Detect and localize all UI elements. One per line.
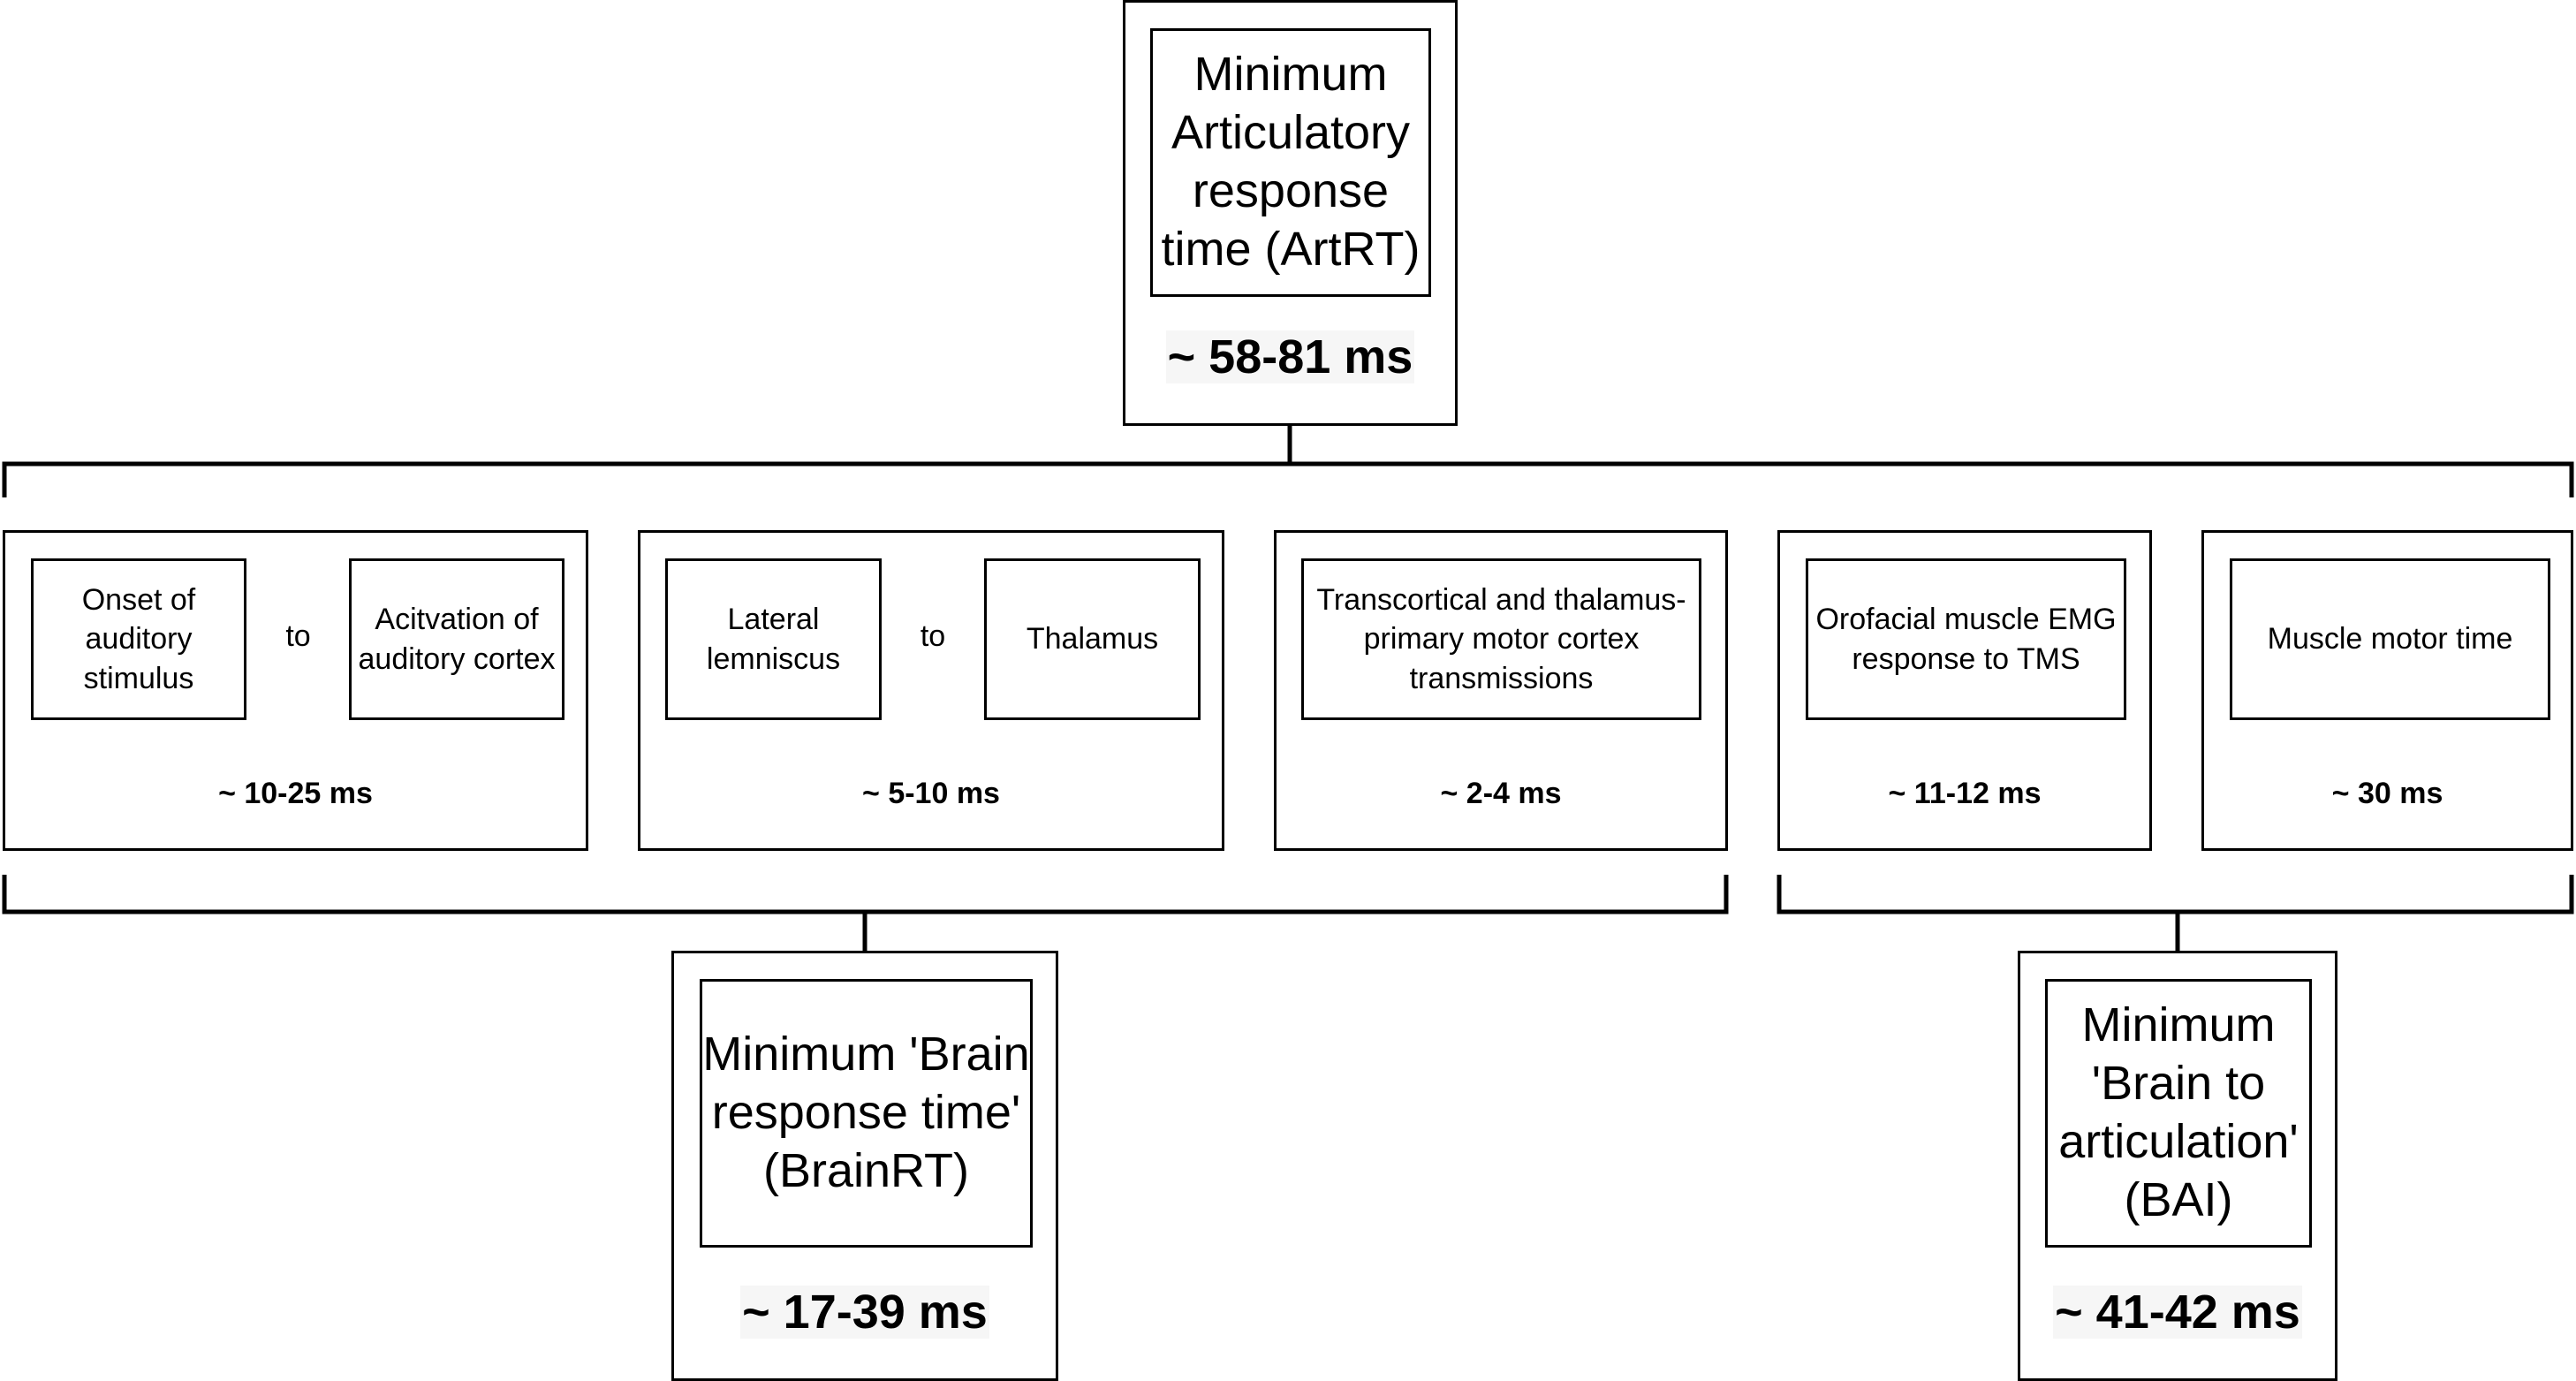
artrt-title: Minimum Articulatory response time (ArtR… bbox=[1150, 28, 1431, 297]
stage-1-time: ~ 10-25 ms bbox=[218, 777, 373, 810]
stage-5-label: Muscle motor time bbox=[2230, 558, 2550, 720]
stage-1-to: Acitvation of auditory cortex bbox=[349, 558, 564, 720]
bai-box: Minimum 'Brain to articulation' (BAI) ~ … bbox=[2018, 951, 2337, 1381]
stage-3-label: Transcortical and thalamus-primary motor… bbox=[1301, 558, 1701, 720]
stage-box-1: Onset of auditory stimulus to Acitvation… bbox=[3, 530, 588, 851]
bottom-right-bracket bbox=[1777, 875, 2574, 914]
stage-4-time: ~ 11-12 ms bbox=[1888, 777, 2042, 810]
stage-2-time: ~ 5-10 ms bbox=[862, 777, 1000, 810]
brainrt-time: ~ 17-39 ms bbox=[740, 1286, 989, 1339]
stage-2-from: Lateral lemniscus bbox=[665, 558, 882, 720]
stage-2-to-word: to bbox=[920, 619, 946, 653]
artrt-time: ~ 58-81 ms bbox=[1165, 330, 1415, 383]
stage-2-to: Thalamus bbox=[984, 558, 1201, 720]
bottom-left-bracket bbox=[2, 875, 1729, 914]
stage-box-2: Lateral lemniscus to Thalamus ~ 5-10 ms bbox=[638, 530, 1224, 851]
stage-box-5: Muscle motor time ~ 30 ms bbox=[2201, 530, 2573, 851]
artrt-box: Minimum Articulatory response time (ArtR… bbox=[1123, 0, 1458, 426]
stage-1-from: Onset of auditory stimulus bbox=[31, 558, 246, 720]
stage-5-time: ~ 30 ms bbox=[2331, 777, 2443, 810]
stage-1-to-word: to bbox=[285, 619, 311, 653]
top-bracket bbox=[2, 461, 2574, 497]
bai-title: Minimum 'Brain to articulation' (BAI) bbox=[2045, 979, 2312, 1248]
brainrt-box: Minimum 'Brain response time' (BrainRT) … bbox=[671, 951, 1058, 1381]
bai-time: ~ 41-42 ms bbox=[2053, 1286, 2302, 1339]
stage-4-label: Orofacial muscle EMG response to TMS bbox=[1806, 558, 2126, 720]
stage-box-4: Orofacial muscle EMG response to TMS ~ 1… bbox=[1777, 530, 2152, 851]
stage-box-3: Transcortical and thalamus-primary motor… bbox=[1274, 530, 1728, 851]
brainrt-title: Minimum 'Brain response time' (BrainRT) bbox=[700, 979, 1033, 1248]
stage-3-time: ~ 2-4 ms bbox=[1440, 777, 1562, 810]
